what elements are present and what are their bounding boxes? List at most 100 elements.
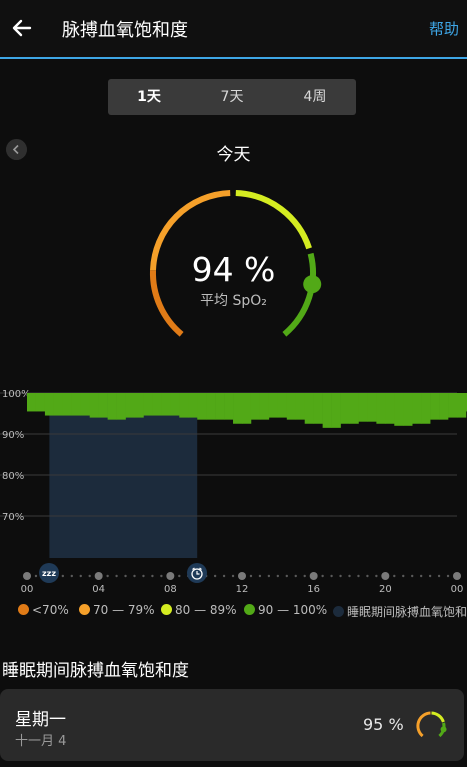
x-tick-minor (411, 574, 414, 578)
page-title: 脉搏血氧饱和度 (62, 20, 188, 41)
mini-arc-orange (416, 711, 431, 738)
y-tick-label: 80% (2, 471, 24, 482)
chevron-left-icon (12, 144, 19, 155)
x-tick-major (23, 572, 31, 580)
x-tick-minor (160, 574, 163, 578)
x-tick-minor (330, 574, 333, 578)
x-tick-minor (375, 574, 378, 578)
spo2-bar (259, 393, 270, 420)
x-tick-minor (258, 574, 262, 578)
x-tick-minor (222, 574, 226, 578)
legend-dot (333, 606, 344, 617)
spo2-bar (53, 393, 64, 416)
x-tick-minor (428, 574, 432, 578)
spo2-bar (80, 393, 91, 416)
x-tick-minor (357, 574, 360, 578)
spo2-bar (89, 393, 99, 418)
x-tick-minor (249, 574, 253, 578)
spo2-bar (35, 393, 46, 412)
legend-item-sleep: 睡眠期间脉搏血氧饱和度 (333, 603, 467, 620)
legend-item-90-100: 90 — 100% (244, 603, 327, 617)
gauge-arc-80-89 (235, 190, 312, 250)
x-tick-minor (231, 574, 235, 578)
spo2-bar (161, 393, 171, 416)
x-tick-major (94, 572, 103, 580)
gauge-arc-below-80 (149, 270, 184, 337)
sleep-day-card[interactable]: 星期一 十一月 4 95 % (0, 689, 464, 761)
x-tick-label: 16 (307, 584, 320, 595)
range-tabs: 1天 7天 4周 (108, 79, 356, 115)
x-tick-minor (88, 574, 91, 578)
spo2-bar (242, 393, 252, 424)
average-spo2-label: 平均 SpO₂ (200, 293, 267, 309)
x-tick-minor (393, 574, 396, 578)
spo2-bar (313, 393, 323, 424)
spo2-bar (224, 393, 234, 420)
x-tick-minor (70, 574, 73, 578)
y-tick-label: 70% (2, 512, 24, 523)
spo2-bar (152, 393, 162, 416)
x-tick-major (381, 572, 390, 580)
x-tick-minor (446, 574, 450, 578)
sleep-section-title: 睡眠期间脉搏血氧饱和度 (2, 661, 189, 681)
legend-dot (161, 604, 172, 615)
x-tick-minor (285, 574, 288, 578)
spo2-bar (277, 393, 288, 418)
spo2-bar (286, 393, 297, 420)
x-tick-minor (339, 574, 342, 578)
x-tick-major (309, 572, 318, 580)
gauge-marker (303, 275, 322, 294)
spo2-bar (188, 393, 198, 418)
spo2-bar (394, 393, 404, 426)
spo2-bar (27, 393, 37, 412)
x-tick-minor (142, 574, 145, 578)
spo2-bar (304, 393, 314, 424)
spo2-bar (340, 393, 350, 424)
zzz-icon: zzz (39, 563, 59, 583)
spo2-bar (421, 393, 431, 424)
x-tick-minor (348, 574, 351, 578)
spo2-gauge (149, 190, 322, 337)
card-spo2-value: 95 % (363, 715, 404, 734)
day-label: 今天 (216, 145, 251, 165)
mini-arc-yellow (431, 711, 445, 723)
spo2-bar (439, 393, 449, 420)
x-tick-minor (79, 574, 82, 578)
x-tick-minor (133, 574, 136, 578)
spo2-bar (233, 393, 243, 424)
spo2-bar (322, 393, 332, 428)
spo2-bar (465, 393, 467, 412)
spo2-bar (62, 393, 73, 416)
tab-7-days[interactable]: 7天 (220, 89, 244, 105)
x-tick-label: 00 (21, 584, 34, 595)
spo2-bar (134, 393, 144, 418)
spo2-bar (197, 393, 207, 420)
spo2-bar (349, 393, 359, 424)
spo2-bar (403, 393, 413, 426)
legend-dot (79, 604, 90, 615)
help-link[interactable]: 帮助 (428, 20, 459, 38)
x-tick-minor (419, 574, 423, 578)
spo2-bar (367, 393, 377, 422)
back-arrow-icon[interactable] (8, 14, 36, 42)
previous-day-button[interactable] (6, 139, 27, 160)
header: 脉搏血氧饱和度 帮助 (0, 0, 467, 57)
spo2-bar (179, 393, 189, 418)
x-tick-minor (34, 574, 38, 578)
x-tick-label: 20 (379, 584, 392, 595)
x-tick-minor (303, 574, 306, 578)
spo2-bar (250, 393, 261, 420)
x-tick-minor (402, 574, 405, 578)
spo2-bar (215, 393, 225, 420)
spo2-bar (268, 393, 279, 418)
tab-1-day[interactable]: 1天 (137, 89, 161, 105)
spo2-bar (358, 393, 368, 422)
spo2-bar (412, 393, 422, 424)
x-tick-minor (178, 574, 181, 578)
gauge-arc-70-79 (150, 190, 231, 271)
tab-4-weeks[interactable]: 4周 (303, 89, 327, 105)
svg-text:zzz: zzz (42, 569, 56, 578)
spo2-bar (385, 393, 395, 424)
x-tick-minor (115, 574, 118, 578)
x-tick-major (238, 572, 246, 580)
